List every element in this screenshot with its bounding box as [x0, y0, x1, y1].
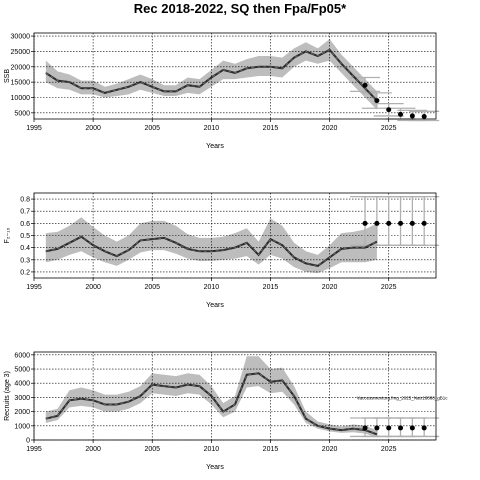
x-axis-label: Years	[206, 143, 224, 150]
projection-point	[386, 220, 392, 226]
x-tick-label: 2010	[204, 446, 220, 453]
x-tick-label: 2020	[322, 284, 338, 291]
median-line	[45, 372, 378, 436]
x-tick-label: 2020	[322, 125, 338, 132]
projection-point	[374, 220, 380, 226]
x-tick-label: 2015	[263, 125, 279, 132]
y-tick-label: 0.7	[20, 209, 30, 216]
x-tick-label: 2005	[144, 446, 160, 453]
y-axis-label: Recruits (age 3)	[4, 371, 11, 421]
y-tick-label: 6000	[14, 352, 30, 359]
x-axis-label: Years	[206, 464, 224, 471]
x-tick-label: 1995	[26, 284, 42, 291]
plot-frame	[33, 32, 437, 120]
y-axis-label: SSB	[4, 69, 11, 83]
y-tick-label: 4000	[14, 381, 30, 388]
x-tick-label: 2010	[204, 125, 220, 132]
projection-point	[374, 425, 380, 431]
y-tick-label: 25000	[11, 49, 31, 56]
y-tick-label: 5000	[14, 367, 30, 374]
projection-point	[398, 220, 404, 226]
projection-point	[409, 425, 415, 431]
y-tick-label: 10000	[11, 95, 31, 102]
x-tick-label: 2020	[322, 446, 338, 453]
y-tick-label: 1000	[14, 423, 30, 430]
projection-point	[398, 111, 404, 117]
annotation-label: Vaccessmentorg.fmg_2025_Natr18888_gB1c	[357, 396, 448, 401]
projection-point	[409, 220, 415, 226]
y-tick-label: 20000	[11, 64, 31, 71]
y-tick-label: 30000	[11, 34, 31, 41]
projection-point	[362, 82, 368, 88]
projection-point	[421, 220, 427, 226]
y-tick-label: 2000	[14, 409, 30, 416]
panel-fishing-mortality: 1995 2000 2005 2010 2015 2020 2025 0.2 0.3 0.4 0.5…	[4, 192, 440, 309]
projection-point	[386, 107, 392, 113]
x-tick-label: 2015	[263, 446, 279, 453]
y-tick-label: 5000	[14, 110, 30, 117]
projection-point	[362, 425, 368, 431]
y-tick-label: 0	[26, 438, 30, 445]
y-tick-label: 0.2	[20, 269, 30, 276]
x-tick-label: 2000	[85, 446, 101, 453]
x-tick-label: 2025	[381, 125, 397, 132]
panel-recruits: 1995 2000 2005 2010 2015 2020 2025 0 1000 2000 300…	[4, 351, 448, 471]
x-tick-label: 2025	[381, 284, 397, 291]
x-axis-label: Years	[206, 302, 224, 309]
projection-point	[421, 114, 427, 120]
y-tick-label: 15000	[11, 80, 31, 87]
y-tick-label: 0.3	[20, 257, 30, 264]
plot-frame	[33, 351, 437, 441]
projection-point	[409, 113, 415, 119]
x-tick-label: 2015	[263, 284, 279, 291]
y-tick-label: 0.6	[20, 221, 30, 228]
x-tick-label: 2025	[381, 446, 397, 453]
x-tick-label: 2000	[85, 284, 101, 291]
projection-point	[421, 425, 427, 431]
projection-point	[374, 98, 380, 104]
x-tick-label: 2000	[85, 125, 101, 132]
projection-point	[398, 425, 404, 431]
y-axis-label: F₂₋₁₀	[4, 227, 11, 243]
x-tick-label: 2010	[204, 284, 220, 291]
panel-ssb: 1995 2000 2005 2010 2015 2020 2025 5000 10000 150…	[4, 32, 440, 150]
y-tick-label: 3000	[14, 395, 30, 402]
x-tick-label: 1995	[26, 446, 42, 453]
y-tick-label: 0.8	[20, 197, 30, 204]
median-line	[45, 48, 378, 102]
y-tick-label: 0.4	[20, 245, 30, 252]
median-line-dashes	[45, 236, 378, 267]
x-tick-label: 1995	[26, 125, 42, 132]
chart-title: Rec 2018-2022, SQ then Fpa/Fp05*	[133, 1, 347, 16]
projection-point	[362, 220, 368, 226]
x-tick-label: 2005	[144, 284, 160, 291]
projection-point	[386, 425, 392, 431]
x-tick-label: 2005	[144, 125, 160, 132]
y-tick-label: 0.5	[20, 233, 30, 240]
